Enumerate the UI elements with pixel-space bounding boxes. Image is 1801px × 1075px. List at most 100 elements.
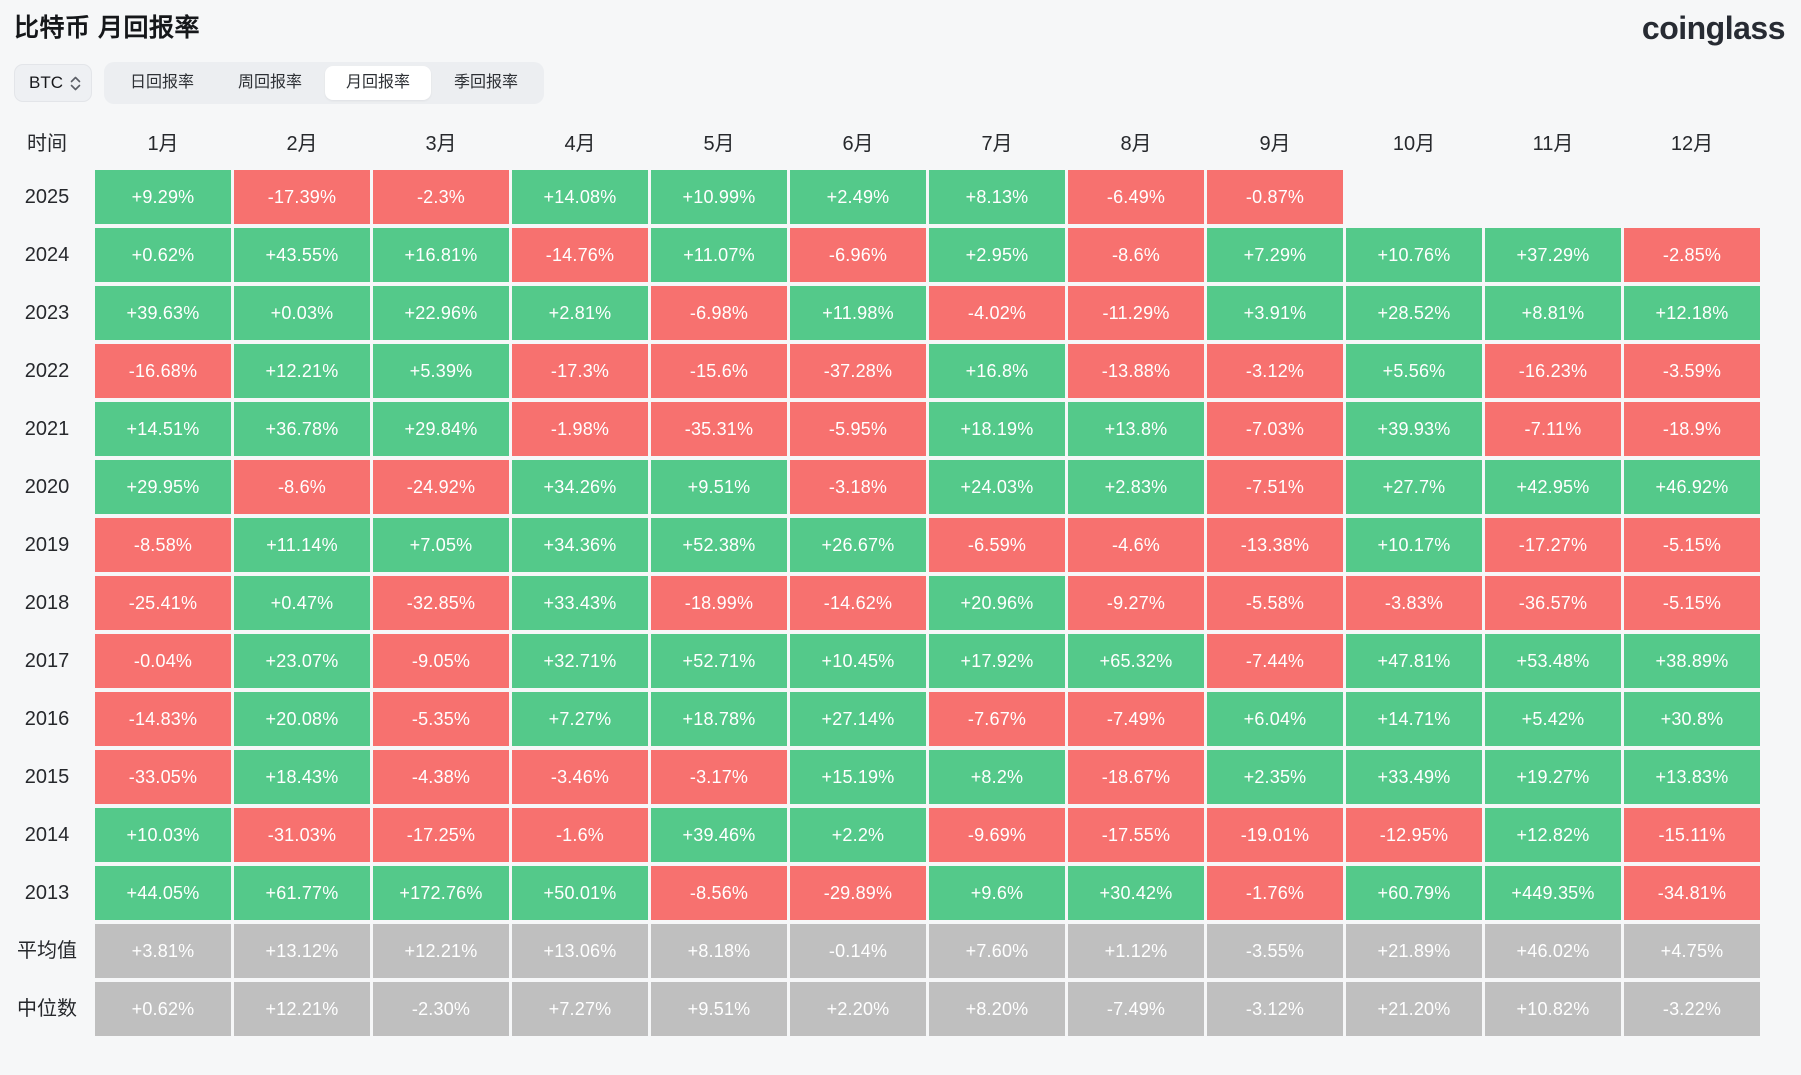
return-cell: -17.39% <box>234 170 370 224</box>
tab-1[interactable]: 周回报率 <box>238 74 303 91</box>
return-cell: -5.58% <box>1207 576 1343 630</box>
return-cell: +13.12% <box>234 924 370 978</box>
return-cell: -18.9% <box>1624 402 1760 456</box>
return-cell: -7.49% <box>1068 692 1204 746</box>
return-cell: +172.76% <box>373 866 509 920</box>
row-label-year: 2019 <box>24 534 70 556</box>
return-cell: +44.05% <box>95 866 231 920</box>
return-cell: +16.81% <box>373 228 509 282</box>
return-cell: +15.19% <box>790 750 926 804</box>
column-header-month: 2月 <box>286 133 318 155</box>
return-cell: +0.62% <box>95 982 231 1036</box>
return-cell: +43.55% <box>234 228 370 282</box>
column-header-month: 12月 <box>1670 133 1714 155</box>
return-cell: -2.85% <box>1624 228 1760 282</box>
page-title: 比特币 月回报率 <box>14 14 200 42</box>
return-cell: +1.12% <box>1068 924 1204 978</box>
return-cell: +37.29% <box>1485 228 1621 282</box>
return-cell: +4.75% <box>1624 924 1760 978</box>
return-cell: -32.85% <box>373 576 509 630</box>
return-cell: +8.2% <box>929 750 1065 804</box>
return-cell: -9.05% <box>373 634 509 688</box>
return-cell: -2.3% <box>373 170 509 224</box>
return-cell: -17.25% <box>373 808 509 862</box>
return-cell: -33.05% <box>95 750 231 804</box>
row-label-summary: 平均值 <box>17 940 77 962</box>
return-cell: -8.6% <box>234 460 370 514</box>
return-cell: -6.49% <box>1068 170 1204 224</box>
row-label-year: 2025 <box>24 186 70 208</box>
return-cell: +7.60% <box>929 924 1065 978</box>
return-cell: -18.99% <box>651 576 787 630</box>
return-cell: -17.27% <box>1485 518 1621 572</box>
return-cell: +18.78% <box>651 692 787 746</box>
return-cell: +18.19% <box>929 402 1065 456</box>
return-cell: +29.84% <box>373 402 509 456</box>
return-cell: +65.32% <box>1068 634 1204 688</box>
return-cell: -1.98% <box>512 402 648 456</box>
row-label-year: 2024 <box>24 244 70 266</box>
return-cell: -6.96% <box>790 228 926 282</box>
return-cell: -7.51% <box>1207 460 1343 514</box>
return-cell: -7.03% <box>1207 402 1343 456</box>
return-cell: +11.98% <box>790 286 926 340</box>
return-cell: +14.51% <box>95 402 231 456</box>
return-cell: +3.91% <box>1207 286 1343 340</box>
return-cell: +449.35% <box>1485 866 1621 920</box>
return-cell: +34.26% <box>512 460 648 514</box>
return-cell: +2.49% <box>790 170 926 224</box>
return-cell: -14.62% <box>790 576 926 630</box>
return-cell: +10.76% <box>1346 228 1482 282</box>
return-cell: +2.35% <box>1207 750 1343 804</box>
return-cell: +7.27% <box>512 692 648 746</box>
return-cell: +5.42% <box>1485 692 1621 746</box>
return-cell: -0.04% <box>95 634 231 688</box>
return-cell: -3.83% <box>1346 576 1482 630</box>
return-cell: +36.78% <box>234 402 370 456</box>
tab-group: 日回报率 周回报率 月回报率 季回报率 <box>104 62 545 104</box>
return-cell: -3.12% <box>1207 982 1343 1036</box>
return-cell: +10.99% <box>651 170 787 224</box>
return-cell: +5.56% <box>1346 344 1482 398</box>
tab-3[interactable]: 季回报率 <box>454 74 519 91</box>
return-cell: +0.03% <box>234 286 370 340</box>
return-cell: +13.8% <box>1068 402 1204 456</box>
return-cell: +9.29% <box>95 170 231 224</box>
return-cell: +10.82% <box>1485 982 1621 1036</box>
row-label-year: 2018 <box>24 592 70 614</box>
return-cell: +47.81% <box>1346 634 1482 688</box>
return-cell: -3.46% <box>512 750 648 804</box>
return-cell: +46.02% <box>1485 924 1621 978</box>
return-cell: +14.71% <box>1346 692 1482 746</box>
return-cell: +46.92% <box>1624 460 1760 514</box>
return-cell: -4.6% <box>1068 518 1204 572</box>
return-cell: -8.58% <box>95 518 231 572</box>
tab-0[interactable]: 日回报率 <box>130 74 195 91</box>
return-cell: +24.03% <box>929 460 1065 514</box>
return-cell: +6.04% <box>1207 692 1343 746</box>
column-header-month: 5月 <box>703 133 735 155</box>
return-cell: +7.27% <box>512 982 648 1036</box>
column-header-month: 9月 <box>1259 133 1291 155</box>
return-cell: +7.05% <box>373 518 509 572</box>
return-cell: -15.6% <box>651 344 787 398</box>
return-cell: -6.98% <box>651 286 787 340</box>
return-cell: +20.96% <box>929 576 1065 630</box>
return-cell: +12.21% <box>234 344 370 398</box>
return-cell: -1.6% <box>512 808 648 862</box>
return-cell: +13.06% <box>512 924 648 978</box>
tab-2-active[interactable]: 月回报率 <box>325 66 432 100</box>
return-cell: +29.95% <box>95 460 231 514</box>
return-cell: +32.71% <box>512 634 648 688</box>
return-cell: -15.11% <box>1624 808 1760 862</box>
controls-row: BTC 日回报率 周回报率 月回报率 季回报率 <box>14 62 1801 104</box>
coin-selector[interactable]: BTC <box>14 64 92 102</box>
return-cell: -13.38% <box>1207 518 1343 572</box>
return-cell: -7.11% <box>1485 402 1621 456</box>
return-cell: +21.89% <box>1346 924 1482 978</box>
return-cell: +22.96% <box>373 286 509 340</box>
return-cell: +28.52% <box>1346 286 1482 340</box>
return-cell: -5.35% <box>373 692 509 746</box>
return-cell: +2.81% <box>512 286 648 340</box>
return-cell: -13.88% <box>1068 344 1204 398</box>
